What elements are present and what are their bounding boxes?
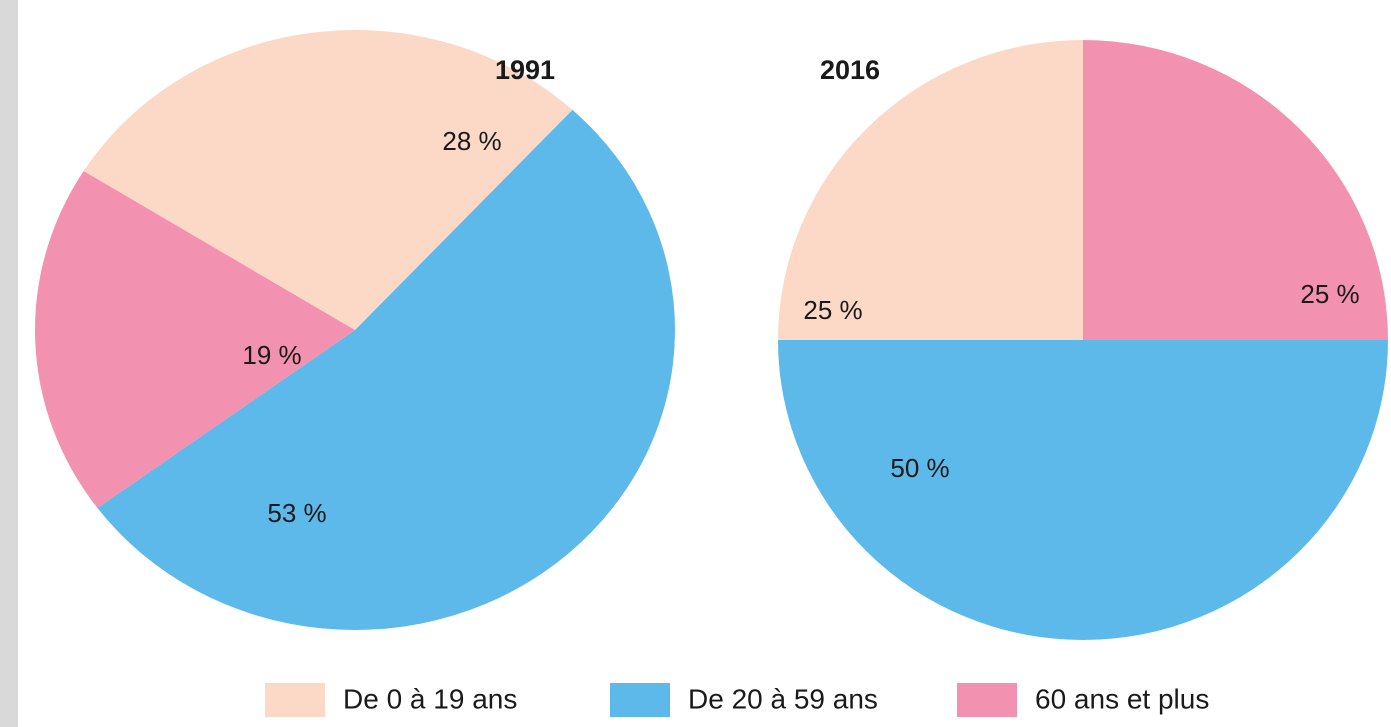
legend: De 0 à 19 ans De 20 à 59 ans 60 ans et plu… [265, 683, 1209, 717]
value-label: 19 % [242, 340, 301, 370]
value-label: 25 % [803, 295, 862, 325]
page-edge [0, 0, 18, 727]
pie-slice [778, 340, 1388, 640]
value-label: 50 % [890, 453, 949, 483]
chart: 28 % 53 % 19 % 1991 25 % 50 % 25 % 2016 De 0 à … [0, 0, 1391, 727]
legend-label: De 20 à 59 ans [688, 683, 878, 714]
legend-label: 60 ans et plus [1035, 683, 1209, 714]
pie-title: 1991 [495, 55, 555, 85]
value-label: 28 % [442, 126, 501, 156]
legend-swatch [957, 683, 1017, 717]
value-label: 25 % [1300, 279, 1359, 309]
pies: 28 % 53 % 19 % 1991 25 % 50 % 25 % 2016 [35, 30, 1388, 640]
legend-swatch [265, 683, 325, 717]
pie-title: 2016 [820, 55, 880, 85]
legend-label: De 0 à 19 ans [343, 683, 517, 714]
legend-swatch [610, 683, 670, 717]
value-label: 53 % [267, 498, 326, 528]
